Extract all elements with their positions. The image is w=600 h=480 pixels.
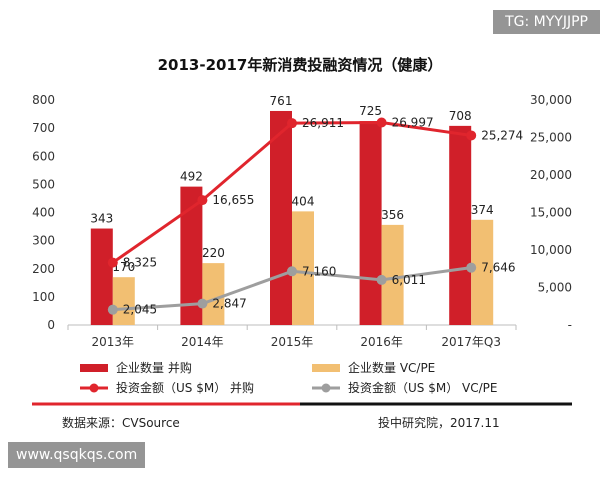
line-value-label: 6,011 — [392, 273, 426, 287]
line-value-label: 7,160 — [302, 264, 336, 278]
line-value-label: 25,274 — [481, 128, 523, 142]
left-y-axis: 0 100 200 300 400 500 600 700 800 — [32, 93, 55, 332]
left-y-tick-label: 300 — [32, 234, 55, 248]
left-y-tick-label: 500 — [32, 177, 55, 191]
bar-gold — [381, 224, 404, 325]
right-y-tick-label: 5,000 — [538, 281, 572, 295]
watermark-top: TG: MYYJJPP — [493, 10, 600, 34]
right-y-tick-label: 25,000 — [530, 131, 572, 145]
bar-gold — [471, 219, 494, 325]
legend-swatch — [312, 364, 340, 372]
line-value-label: 2,847 — [212, 297, 246, 311]
legend: 企业数量 并购 企业数量 VC/PE 投资金额（US $M） 并购 投资金额（US $… — [80, 360, 497, 395]
right-y-tick-label: 10,000 — [530, 243, 572, 257]
x-tick-label: 2016年 — [360, 335, 403, 349]
point-vcpe-amount — [107, 304, 118, 315]
bar-value-label: 404 — [292, 194, 315, 208]
right-y-tick-label: 15,000 — [530, 206, 572, 220]
legend-label: 投资金额（US $M） VC/PE — [348, 380, 497, 395]
left-y-tick-label: 100 — [32, 290, 55, 304]
line-value-label: 2,045 — [123, 303, 157, 317]
point-acquisition-amount — [197, 195, 208, 206]
left-y-tick-label: 200 — [32, 262, 55, 276]
right-y-tick-label: - — [568, 318, 572, 332]
credit-note: 投中研究院，2017.11 — [378, 416, 500, 430]
point-vcpe-amount — [376, 274, 387, 285]
point-acquisition-amount — [107, 257, 118, 268]
line-value-label: 26,997 — [392, 116, 434, 130]
bar-red — [270, 110, 292, 325]
point-vcpe-amount — [287, 266, 297, 277]
right-y-tick-label: 20,000 — [530, 168, 572, 182]
point-vcpe-amount — [466, 262, 477, 273]
bar-gold — [112, 277, 135, 325]
left-y-tick-label: 0 — [47, 318, 55, 332]
line-value-label: 8,325 — [123, 256, 157, 270]
line-value-label: 16,655 — [212, 193, 254, 207]
bar-value-label: 356 — [381, 208, 404, 222]
x-tick-label: 2015年 — [271, 335, 314, 349]
legend-marker — [89, 383, 99, 393]
bar-value-label: 761 — [270, 94, 293, 108]
x-tick-label: 2014年 — [181, 335, 224, 349]
bar-value-label: 725 — [359, 104, 382, 118]
bar-value-label: 170 — [112, 260, 135, 274]
bar-gold — [202, 263, 225, 325]
bar-value-label: 220 — [202, 246, 225, 260]
legend-label: 投资金额（US $M） 并购 — [116, 380, 254, 395]
legend-label: 企业数量 并购 — [116, 360, 192, 375]
source-note: 数据来源：CVSource — [62, 416, 180, 430]
right-y-axis: - 5,000 10,000 15,000 20,000 25,000 30,000 — [530, 93, 572, 332]
lines — [107, 117, 477, 315]
point-acquisition-amount — [376, 117, 387, 128]
bar-gold — [292, 211, 314, 325]
legend-marker — [321, 383, 331, 393]
bar-labels: 343 492 761 725 708 170 220 404 356 374 — [90, 94, 493, 274]
point-acquisition-amount — [466, 130, 477, 141]
left-y-tick-label: 800 — [32, 93, 55, 107]
watermark-bottom: www.qsqkqs.com — [8, 442, 146, 468]
x-axis: 2013年 2014年 2015年 2016年 2017年Q3 — [67, 325, 517, 349]
line-value-label: 26,911 — [302, 116, 344, 130]
line-value-label: 7,646 — [481, 261, 515, 275]
bar-red — [359, 121, 382, 325]
point-vcpe-amount — [197, 298, 208, 309]
point-acquisition-amount — [287, 118, 297, 129]
x-tick-label: 2013年 — [92, 335, 135, 349]
left-y-tick-label: 400 — [32, 206, 55, 220]
bars — [90, 110, 494, 325]
chart-title: 2013-2017年新消费投融资情况（健康） — [158, 56, 443, 74]
x-tick-label: 2017年Q3 — [441, 335, 501, 349]
legend-label: 企业数量 VC/PE — [348, 360, 435, 375]
line-labels: 8,325 16,655 26,911 26,997 25,274 2,045 2,847 7… — [123, 116, 523, 317]
left-y-tick-label: 600 — [32, 149, 55, 163]
bar-value-label: 708 — [449, 109, 472, 123]
bar-value-label: 343 — [90, 212, 113, 226]
legend-swatch — [80, 364, 108, 372]
right-y-tick-label: 30,000 — [530, 93, 572, 107]
bar-value-label: 374 — [471, 203, 494, 217]
bar-red — [180, 186, 203, 325]
bar-red — [449, 125, 472, 325]
bar-red — [90, 228, 113, 325]
left-y-tick-label: 700 — [32, 121, 55, 135]
bar-value-label: 492 — [180, 170, 203, 184]
